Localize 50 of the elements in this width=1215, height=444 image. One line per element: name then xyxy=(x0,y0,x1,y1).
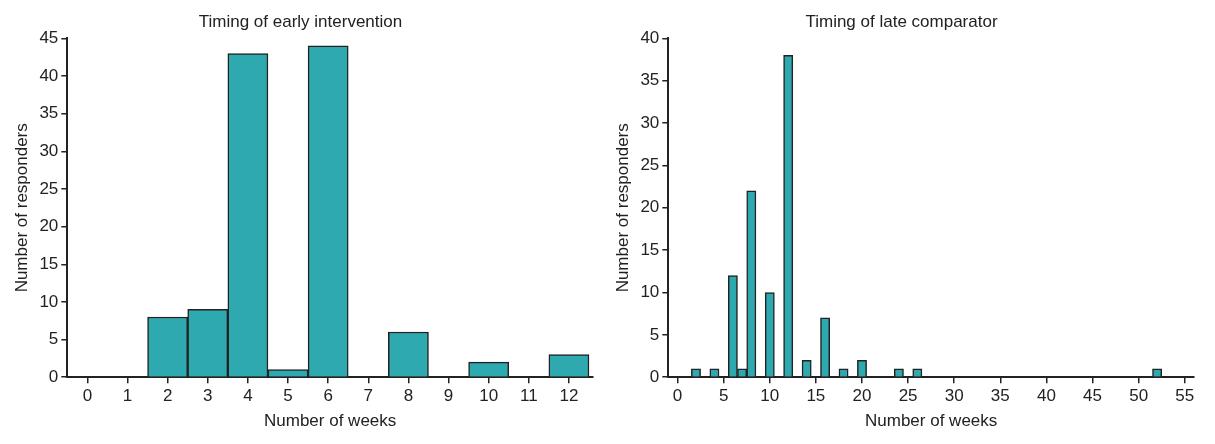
y-tick-label: 15 xyxy=(640,239,660,259)
x-tick-label: 40 xyxy=(1036,386,1056,406)
y-tick-label: 5 xyxy=(649,324,660,344)
chart-title: Timing of late comparator xyxy=(805,11,998,31)
y-tick-label: 10 xyxy=(640,282,660,302)
y-tick-label: 35 xyxy=(640,70,660,90)
x-tick-label: 10 xyxy=(479,386,499,406)
x-tick-label: 6 xyxy=(323,386,333,406)
x-tick-label: 4 xyxy=(243,386,253,406)
y-tick-label: 20 xyxy=(39,216,59,236)
x-tick-label: 25 xyxy=(898,386,918,406)
x-axis-title: Number of weeks xyxy=(264,411,397,431)
y-tick-label: 45 xyxy=(39,28,59,48)
x-tick-label: 0 xyxy=(672,386,683,406)
y-tick-label: 25 xyxy=(640,155,660,175)
x-tick-label: 7 xyxy=(363,386,374,406)
x-tick-label: 55 xyxy=(1175,386,1195,406)
x-tick-label: 5 xyxy=(283,386,293,406)
x-tick-label: 0 xyxy=(82,386,93,406)
x-tick-label: 12 xyxy=(559,386,579,406)
x-tick-label: 1 xyxy=(122,386,133,406)
x-tick-label: 10 xyxy=(760,386,780,406)
y-axis-title: Number of responders xyxy=(612,123,632,293)
x-tick-label: 35 xyxy=(990,386,1010,406)
y-tick-label: 35 xyxy=(39,103,59,123)
y-tick-label: 0 xyxy=(48,366,59,386)
y-tick-label: 30 xyxy=(640,112,660,132)
y-tick-label: 20 xyxy=(640,197,660,217)
x-tick-label: 9 xyxy=(443,386,454,406)
y-axis-title: Number of responders xyxy=(11,123,31,293)
x-tick-label: 50 xyxy=(1129,386,1149,406)
y-tick-label: 30 xyxy=(39,141,59,161)
x-axis-title: Number of weeks xyxy=(865,411,998,431)
x-tick-label: 45 xyxy=(1083,386,1103,406)
chart-title: Timing of early intervention xyxy=(198,11,403,31)
x-tick-label: 3 xyxy=(203,386,213,406)
y-tick-label: 40 xyxy=(39,65,59,85)
y-tick-label: 25 xyxy=(39,178,59,198)
x-tick-label: 5 xyxy=(718,386,729,406)
y-tick-label: 5 xyxy=(48,329,59,349)
y-tick-label: 40 xyxy=(640,28,660,48)
y-tick-label: 0 xyxy=(649,366,660,386)
x-tick-label: 8 xyxy=(403,386,414,406)
x-tick-label: 20 xyxy=(852,386,872,406)
x-tick-label: 2 xyxy=(162,386,173,406)
y-tick-label: 15 xyxy=(39,253,59,273)
x-tick-label: 30 xyxy=(944,386,964,406)
x-tick-label: 15 xyxy=(806,386,826,406)
x-tick-label: 11 xyxy=(519,386,538,406)
y-tick-label: 10 xyxy=(39,291,59,311)
